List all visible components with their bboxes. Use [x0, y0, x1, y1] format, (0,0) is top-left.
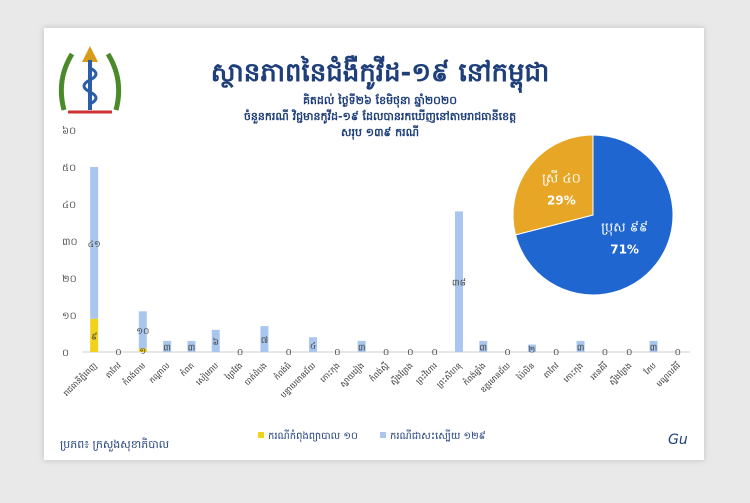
x-tick-label: មណ្ឌលគិរី [654, 360, 683, 389]
bar-value-label: ៣ [188, 343, 196, 353]
x-tick-label: កោះកុង [562, 361, 586, 385]
x-tick-label: បាត់ដំបង [242, 360, 269, 387]
x-tick-label: តាកែវ [541, 360, 561, 380]
zero-value-label: ០ [115, 348, 121, 358]
pie-slice [512, 134, 594, 236]
x-tick-label: រាជធានីភ្នំពេញ [61, 360, 99, 398]
bar-value-label: ១០ [136, 327, 149, 337]
ministry-logo-icon [58, 46, 122, 114]
signature: Gu [668, 432, 688, 448]
bar-value-label: ៤ [310, 342, 316, 352]
y-tick-label: ៣០ [62, 237, 78, 248]
bar-value-label: ២ [529, 345, 536, 355]
zero-value-label: ០ [553, 348, 559, 358]
pie-slice-percent: 71% [610, 243, 639, 257]
zero-value-label: ០ [431, 348, 437, 358]
bar-segment [357, 340, 366, 352]
x-tick-label: តាកែវ [103, 360, 123, 380]
bar-segment [260, 326, 269, 352]
zero-value-label: ០ [675, 348, 681, 358]
y-tick-label: ៤០ [62, 200, 76, 211]
zero-value-label: ០ [237, 348, 243, 358]
pie-slice-percent: 29% [547, 193, 576, 207]
pie-slice [514, 134, 674, 296]
x-tick-label: កំពង់ធំ [272, 360, 293, 381]
bar-segment [90, 167, 99, 319]
zero-value-label: ០ [407, 348, 413, 358]
x-tick-label: កណ្ដាល [147, 361, 171, 385]
x-tick-label: កំពត [178, 360, 196, 378]
x-tick-label: កែប [642, 360, 658, 376]
legend-swatch [258, 432, 264, 438]
bar-segment [576, 340, 585, 352]
x-tick-label: រតនគិរី [588, 360, 610, 382]
subtitle-description: ចំនួនករណី វិជ្ជមានកូវីដ-១៩ ដែលបានរកឃើញនៅ… [243, 110, 517, 123]
zero-value-label: ០ [602, 348, 608, 358]
y-tick-label: ៥០ [62, 163, 76, 174]
bar-segment [211, 329, 220, 352]
pie-slice-name: ប្រុស ៩៩ [601, 221, 648, 237]
bar-segment [90, 318, 99, 352]
bar-segment [527, 344, 536, 352]
bar-value-label: ៦ [213, 337, 219, 348]
x-tick-label: កំពង់ស្ពឺ [367, 360, 391, 384]
bar-value-label: ៣ [163, 343, 171, 353]
bar-value-label: ១ [139, 347, 146, 357]
zero-value-label: ០ [626, 348, 632, 358]
x-tick-label: ស្ទឹងត្រែង [388, 360, 415, 387]
bar-value-label: ៣ [479, 343, 487, 353]
subtitle-total: សរុប ១៣៩ ករណី [340, 126, 420, 139]
y-tick-label: ២០ [62, 274, 77, 285]
bar-value-label: ៣ [650, 343, 658, 353]
legend-label: ករណីកំពុងព្យាបាល ១០ [268, 429, 358, 443]
legend-label: ករណីជាសះស្បើយ ១២៩ [390, 429, 486, 442]
bar-segment [309, 337, 318, 352]
page-title: ស្ថានភាពនៃជំងឺកូវីដ-១៩ នៅកម្ពុជា [210, 58, 550, 88]
bar-value-label: ៣ [358, 343, 366, 353]
source-note: ប្រភព៖ ក្រសួងសុខាភិបាល [60, 438, 170, 451]
y-tick-label: ៦០ [62, 125, 76, 137]
zero-value-label: ០ [286, 348, 292, 358]
subtitle-date: គិតដល់ ថ្ងៃទី២៦ ខែមិថុនា ឆ្នាំ២០២០ [302, 94, 458, 107]
x-tick-label: ព្រះសីហនុ [434, 360, 464, 390]
x-tick-label: សៀមរាប [193, 360, 220, 387]
x-tick-label: ប៉ៃលិន [514, 360, 536, 382]
x-tick-label: ស្ទឹងត្រែង [607, 360, 634, 387]
bar-value-label: ៧ [261, 336, 268, 346]
x-tick-label: កំពង់ចាម [120, 360, 147, 387]
bar-segment [649, 340, 658, 352]
zero-value-label: ០ [504, 348, 510, 358]
bar-segment [187, 340, 196, 352]
bar-segment [138, 348, 147, 352]
pie-slice-name: ស្រី ៤០ [542, 169, 581, 186]
zero-value-label: ០ [334, 348, 340, 358]
y-tick-label: ០ [62, 348, 69, 359]
bar-segment [454, 211, 463, 352]
bar-value-label: ៣ [577, 343, 585, 353]
bar-segment [163, 340, 172, 352]
bar-value-label: ៩ [91, 331, 97, 342]
y-tick-label: ១០ [62, 311, 77, 322]
bar-value-label: ៤១ [88, 240, 101, 250]
legend-swatch [380, 432, 386, 438]
zero-value-label: ០ [383, 348, 389, 358]
bar-segment [479, 340, 488, 352]
bar-value-label: ៣៨ [452, 278, 466, 289]
bar-segment [138, 311, 147, 349]
x-tick-label: ស្វាយរៀង [338, 360, 367, 389]
x-tick-label: ព្រៃវែង [222, 360, 244, 382]
